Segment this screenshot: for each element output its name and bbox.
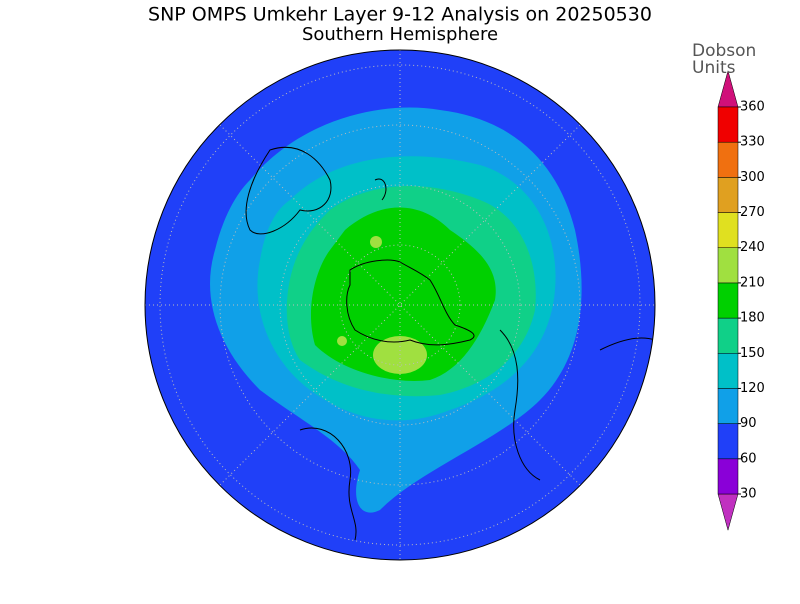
colorbar-label: 30: [740, 487, 757, 502]
colorbar-label: 300: [740, 170, 765, 185]
colorbar-label: 150: [740, 346, 765, 361]
colorbar-band: [717, 177, 739, 213]
coastlines: [245, 146, 655, 541]
colorbar-title: Dobson: [692, 41, 756, 61]
colorbar: 30 60 90 120 150 180 210 240 270 300 330 360 DobsonU…: [692, 41, 765, 532]
colorbar-band: [717, 353, 739, 389]
colorbar-band: [717, 106, 739, 143]
colorbar-label: 360: [740, 100, 765, 115]
colorbar-label: 270: [740, 205, 765, 220]
colorbar-low: [717, 493, 739, 532]
colorbar-band: [717, 282, 739, 319]
colorbar-band: [717, 141, 739, 178]
colorbar-band: [717, 423, 739, 460]
title: SNP OMPS Umkehr Layer 9-12 Analysis on 2…: [148, 4, 652, 26]
colorbar-label: 210: [740, 275, 765, 290]
subtitle: Southern Hemisphere: [302, 24, 498, 45]
colorbar-label: 240: [740, 240, 765, 255]
colorbar-label: 60: [740, 451, 757, 466]
colorbar-band: [717, 388, 739, 424]
graticule: [145, 50, 655, 560]
colorbar-band: [717, 317, 739, 354]
map: [145, 50, 655, 560]
colorbar-label: 120: [740, 381, 765, 396]
ozone-region: [310, 207, 496, 381]
colorbar-band: [717, 212, 739, 248]
colorbar-band: [717, 458, 739, 495]
colorbar-title: Units: [692, 58, 736, 78]
ozone-region: [370, 236, 382, 248]
colorbar-label: 180: [740, 311, 765, 326]
ozone-region: [337, 336, 347, 346]
colorbar-label: 90: [740, 416, 757, 431]
colorbar-label: 330: [740, 135, 765, 150]
globe-outline: [144, 49, 656, 561]
colorbar-band: [717, 247, 739, 284]
